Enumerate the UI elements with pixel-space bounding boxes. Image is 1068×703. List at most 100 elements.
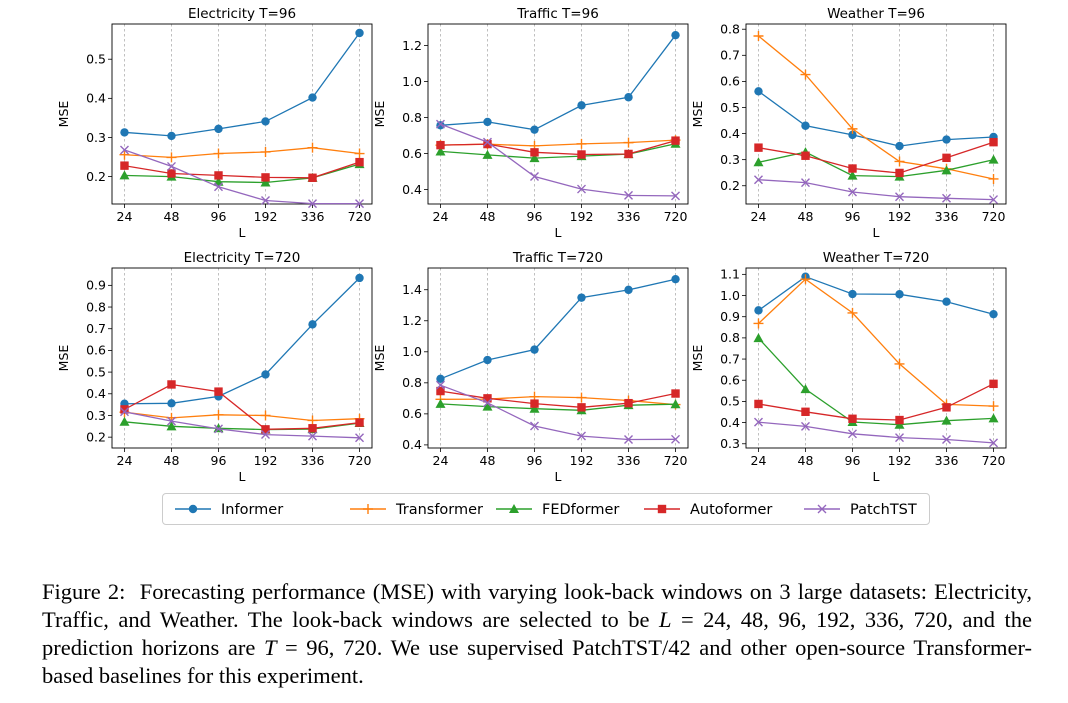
series-autoformer xyxy=(754,379,998,425)
x-tick-label: 96 xyxy=(211,209,227,224)
data-point xyxy=(800,274,811,285)
series-line xyxy=(124,32,361,137)
data-point xyxy=(261,425,270,434)
chart-title: Weather T=720 xyxy=(823,250,929,266)
data-point xyxy=(307,142,318,153)
plot-frame xyxy=(745,267,1007,449)
data-point xyxy=(988,173,999,184)
series-line xyxy=(440,139,676,147)
series-line xyxy=(758,278,994,407)
data-point xyxy=(895,168,904,178)
data-point xyxy=(624,398,633,408)
data-point xyxy=(119,145,129,155)
x-tick-label: 48 xyxy=(798,209,814,224)
series-line xyxy=(124,147,360,159)
data-point xyxy=(167,399,176,408)
y-tick-label: 1.2 xyxy=(402,38,422,53)
data-point xyxy=(436,386,445,396)
data-point xyxy=(530,171,539,181)
y-tick-label: 1.4 xyxy=(402,282,422,297)
data-point xyxy=(801,407,810,416)
series-line xyxy=(758,179,994,201)
data-point xyxy=(800,69,811,80)
data-point xyxy=(482,398,492,408)
data-point xyxy=(847,170,858,180)
legend-item-transformer: Transformer xyxy=(350,502,483,518)
data-point xyxy=(214,171,223,180)
x-tick-label: 24 xyxy=(433,453,449,468)
legend-label: Autoformer xyxy=(690,502,772,518)
series-line xyxy=(440,278,676,380)
y-tick-label: 0.9 xyxy=(86,278,106,293)
x-axis-label: L xyxy=(239,225,246,240)
series-line xyxy=(440,34,677,131)
chart-electricity-t96: Electricity T=96 24 48 96 192 336 720 0.2 0.3 0.4… xyxy=(56,6,373,240)
data-point xyxy=(894,156,905,167)
data-point xyxy=(435,146,446,156)
x-axis-label: L xyxy=(873,469,880,484)
data-point xyxy=(623,137,634,148)
y-axis-label: MSE xyxy=(372,345,387,372)
y-tick-label: 0.2 xyxy=(720,178,740,193)
data-point xyxy=(895,290,904,299)
data-point xyxy=(847,307,858,318)
series-line xyxy=(758,421,994,444)
data-point xyxy=(989,379,998,389)
series-informer xyxy=(436,274,680,383)
series-line xyxy=(758,383,994,421)
data-point xyxy=(435,380,445,390)
series-transformer xyxy=(435,135,681,151)
series-line xyxy=(758,275,994,315)
data-point xyxy=(530,345,539,354)
data-point xyxy=(942,193,952,203)
y-tick-label: 0.4 xyxy=(86,386,106,401)
data-point xyxy=(308,320,317,329)
y-tick-label: 0.8 xyxy=(720,22,740,37)
y-axis-label: MSE xyxy=(56,101,71,128)
data-point xyxy=(355,157,364,167)
data-point xyxy=(119,149,130,160)
data-point xyxy=(577,293,586,302)
x-tick-label: 336 xyxy=(935,453,959,468)
y-tick-label: 0.8 xyxy=(402,375,422,390)
x-tick-label: 720 xyxy=(348,209,372,224)
data-point xyxy=(530,148,539,157)
series-transformer xyxy=(753,31,999,184)
data-point xyxy=(800,384,811,394)
data-point xyxy=(848,130,857,140)
data-point xyxy=(753,333,764,343)
x-tick-label: 96 xyxy=(527,453,543,468)
plot-frame xyxy=(111,267,373,449)
series-line xyxy=(124,149,360,205)
data-point xyxy=(671,191,681,201)
chart-weather-t96: Weather T=96 24 48 96 192 336 720 0.2 0.3 0.4 0.5 0… xyxy=(690,6,1007,240)
series-line xyxy=(440,390,676,408)
data-point xyxy=(483,355,492,365)
data-point xyxy=(120,161,129,170)
y-tick-label: 0.2 xyxy=(86,169,106,184)
data-point xyxy=(308,93,317,102)
caption-text-1: Forecasting performance (MSE) with varyi… xyxy=(42,579,1032,632)
data-point xyxy=(624,285,633,295)
x-tick-label: 720 xyxy=(664,209,688,224)
data-point xyxy=(214,182,223,192)
data-point xyxy=(671,389,680,398)
data-point xyxy=(895,192,904,202)
data-point xyxy=(167,169,176,178)
series-line xyxy=(758,151,994,178)
data-point xyxy=(307,415,318,426)
data-point xyxy=(213,423,224,433)
y-tick-label: 0.4 xyxy=(402,182,422,197)
x-tick-label: 96 xyxy=(845,209,861,224)
data-point xyxy=(577,431,586,441)
legend-marker xyxy=(509,504,519,513)
y-tick-label: 0.8 xyxy=(402,110,422,125)
y-tick-label: 0.5 xyxy=(720,100,740,115)
data-point xyxy=(214,124,223,134)
y-tick-label: 0.4 xyxy=(86,91,106,106)
x-tick-label: 48 xyxy=(164,209,180,224)
legend-entries: Informer Transformer FEDformer Autoformer Pa… xyxy=(175,502,917,518)
y-tick-label: 0.8 xyxy=(86,299,106,314)
series-transformer xyxy=(119,142,365,163)
